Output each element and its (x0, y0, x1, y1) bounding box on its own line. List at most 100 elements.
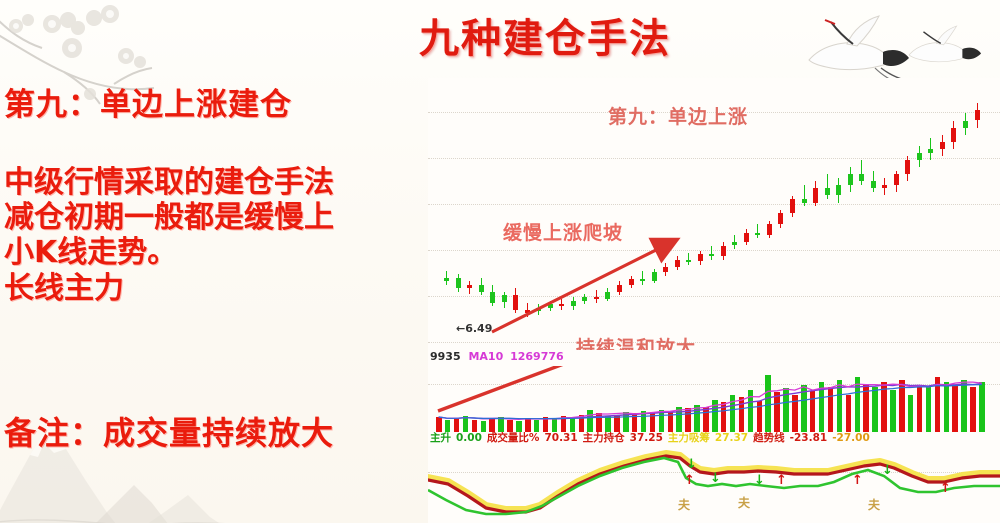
volume-bar (738, 397, 745, 432)
volume-bar (498, 417, 504, 432)
up-arrow-icon: ↑ (776, 473, 787, 488)
indicator-legend-item-6: 主力吸筹 (667, 432, 710, 444)
indicator-legend-item-1: 0.00 (456, 432, 482, 444)
indicator-legend: 主升 0.00 成交量比% 70.31 主力持仓 37.25 主力吸筹 27.37 趋势线 -23… (430, 430, 875, 445)
crane-bird-icon (808, 15, 982, 85)
indicator-legend-item-10: -27.00 (832, 432, 870, 444)
annotation-top: 第九：单边上涨 (608, 106, 749, 128)
indicator-legend-item-4: 主力持仓 (582, 432, 625, 444)
volume-bar (631, 413, 638, 432)
candle (951, 78, 957, 350)
candle (916, 78, 922, 350)
body-line-2: 减仓初期一般都是缓慢上 (4, 199, 334, 235)
volume-ma-line-2 (438, 384, 982, 420)
volume-bar (925, 387, 932, 432)
indicator-series (428, 450, 1000, 516)
volume-legend: 9935 MA10 1269776 (430, 350, 564, 363)
volume-bar (667, 410, 673, 432)
candle (547, 78, 553, 350)
up-arrow-icon: ↑ (940, 481, 951, 496)
volume-bar (587, 409, 593, 432)
volume-bar (453, 418, 460, 432)
volume-bar (480, 420, 486, 432)
candle (732, 78, 738, 350)
volume-bar (809, 390, 816, 432)
volume-ma-label: MA10 (468, 350, 504, 363)
figure-marker-icon: 夫 (678, 498, 691, 512)
volume-bar (961, 379, 967, 432)
indicator-legend-item-7: 27.37 (714, 432, 749, 444)
volume-bar (783, 388, 789, 432)
volume-bar (792, 394, 798, 432)
candle (893, 78, 899, 350)
candle (570, 78, 576, 350)
candle (709, 78, 715, 350)
down-arrow-icon: ↓ (710, 471, 721, 486)
candle (478, 78, 484, 350)
volume-bar (658, 409, 665, 432)
volume-bar (676, 407, 682, 432)
candle (686, 78, 692, 350)
volume-bar (756, 400, 762, 432)
volume-bar (462, 415, 469, 432)
up-arrow-icon: ↑ (684, 473, 695, 488)
volume-bar (765, 374, 771, 432)
candle (962, 78, 968, 350)
annotation-low: 持续温和放大 (576, 337, 697, 350)
volume-bar (979, 382, 985, 432)
volume-bar (507, 419, 513, 432)
volume-ma-value: 1269776 (510, 350, 564, 363)
price-label: ←6.49 (456, 322, 493, 335)
body-line-4: 长线主力 (4, 271, 124, 307)
candle (467, 78, 473, 350)
body-line-3: 小K线走势。 (4, 234, 178, 270)
volume-bar (533, 419, 540, 432)
volume-bar (818, 382, 825, 432)
volume-bar (578, 414, 584, 432)
volume-bar (551, 418, 558, 432)
volume-value: 9935 (430, 350, 461, 363)
volume-bar (899, 379, 905, 432)
volume-bar (916, 384, 923, 432)
indicator-legend-item-0: 主升 (430, 432, 451, 444)
candle (813, 78, 818, 350)
volume-bar (596, 413, 602, 432)
volume-bar (934, 377, 941, 432)
volume-bar (649, 412, 656, 432)
volume-bar (845, 394, 851, 432)
volume-bar (827, 387, 834, 432)
candle (559, 78, 565, 350)
candle (455, 78, 461, 350)
candle (790, 78, 795, 350)
volume-bar (801, 384, 807, 432)
candle (766, 78, 772, 350)
volume-bar (471, 419, 478, 432)
lead-heading: 第九：单边上涨建仓 (4, 87, 292, 123)
volume-bar (881, 382, 887, 432)
volume-bar (623, 412, 629, 432)
volume-bar (890, 389, 896, 432)
volume-bar (436, 417, 442, 432)
page-title: 九种建仓手法 (419, 16, 671, 62)
left-text-column: 第九：单边上涨建仓 中级行情采取的建仓手法 减仓初期一般都是缓慢上 小K线走势。… (4, 87, 440, 307)
indicator-pane: ↑ ↑ ↑ ↑ ↓ ↓ ↓ ↓ 夫夫夫 (428, 444, 1000, 523)
volume-bar (854, 377, 860, 432)
volume-bar (542, 417, 549, 432)
candle (697, 78, 703, 350)
candle (905, 78, 911, 350)
volume-bar (640, 410, 647, 432)
volume-bar (907, 394, 914, 432)
volume-bar (872, 387, 878, 432)
volume-bar (863, 384, 869, 432)
candle (444, 78, 449, 350)
candle (928, 78, 934, 350)
volume-bar (970, 387, 976, 432)
volume-pane (428, 366, 1000, 432)
volume-bar (774, 392, 780, 432)
candle (882, 78, 888, 350)
volume-bar (703, 407, 709, 432)
candle (593, 78, 599, 350)
volume-bar (525, 418, 531, 432)
candle (743, 78, 749, 350)
